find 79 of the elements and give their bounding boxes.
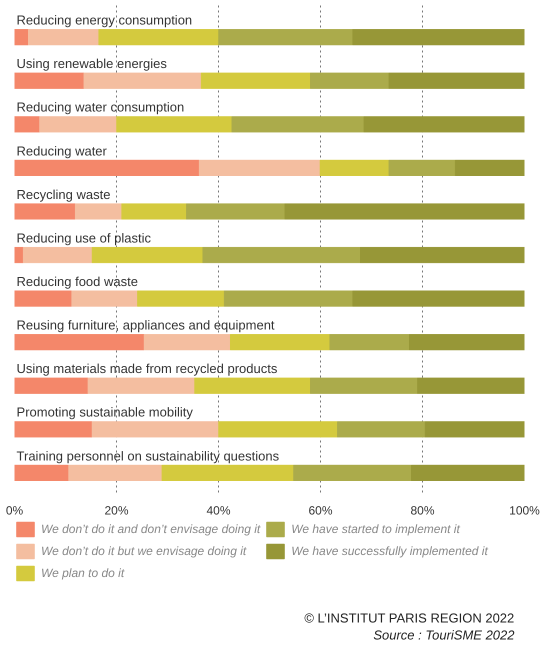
y-tick-label: Reducing water — [16, 143, 108, 158]
y-tick-label: Using materials made from recycled products — [16, 361, 278, 376]
bar — [14, 290, 72, 307]
bar — [408, 334, 524, 350]
bar — [224, 290, 353, 307]
bar — [388, 72, 524, 89]
legend-label: We plan to do it — [41, 565, 124, 582]
y-tick-label: Training personnel on sustainability questions — [16, 448, 280, 464]
bar — [352, 290, 524, 307]
x-tick-label: 80% — [410, 504, 435, 518]
y-tick-label: Reducing water consumption — [16, 100, 184, 115]
x-tick-label: 60% — [308, 504, 333, 518]
bar — [364, 116, 524, 132]
bar — [14, 464, 69, 481]
bar — [84, 72, 202, 89]
bar — [310, 72, 390, 89]
y-tick-label: Reusing furniture, appliances and equipment — [16, 318, 275, 333]
legend-label: We don’t do it but we envisage doing it — [41, 543, 246, 560]
x-tick-label: 40% — [206, 504, 231, 518]
bar — [28, 29, 99, 46]
bar — [411, 464, 524, 481]
y-tick-label: Reducing energy consumption — [16, 12, 192, 28]
source-note: Source : TouriSME 2022 — [373, 628, 516, 642]
bar — [14, 203, 76, 220]
bar — [14, 378, 88, 394]
y-tick-label: Reducing food waste — [16, 274, 138, 290]
bar — [92, 421, 219, 438]
bar — [230, 334, 330, 350]
bar — [388, 160, 456, 176]
bar — [232, 116, 364, 132]
bar — [454, 160, 524, 176]
bar — [39, 116, 117, 132]
bar — [137, 290, 224, 307]
bar — [98, 29, 219, 46]
x-tick-label: 0% — [6, 504, 24, 518]
bar — [74, 203, 122, 220]
bar — [198, 160, 320, 176]
bar — [284, 203, 524, 220]
legend-label: We don’t do it and don’t envisage doing it — [41, 521, 260, 538]
x-tick-label: 20% — [104, 504, 129, 518]
y-tick-label: Promoting sustainable mobility — [16, 404, 194, 420]
bar — [14, 72, 84, 89]
bar — [218, 421, 338, 438]
bar — [360, 246, 524, 264]
bar — [417, 378, 524, 394]
bar — [14, 334, 144, 350]
bar — [14, 246, 24, 264]
bar — [14, 421, 92, 438]
bar — [194, 378, 311, 394]
x-tick-label: 100% — [509, 504, 540, 518]
bar — [352, 29, 524, 46]
bar — [116, 116, 232, 132]
bar — [200, 72, 311, 89]
bar — [22, 246, 92, 264]
bar — [14, 160, 200, 176]
bar — [144, 334, 230, 350]
bar — [14, 29, 29, 46]
bar — [14, 116, 40, 132]
y-tick-label: Recycling waste — [16, 186, 110, 202]
legend-label: We have successfully implemented it — [291, 543, 488, 560]
y-tick-label: Reducing use of plastic — [16, 230, 152, 246]
bar — [92, 246, 203, 264]
bar — [202, 246, 361, 264]
bar — [337, 421, 426, 438]
bar — [293, 464, 412, 481]
bar — [186, 203, 286, 220]
bar — [162, 464, 294, 481]
bar — [121, 203, 187, 220]
bar — [424, 421, 524, 438]
bar — [71, 290, 138, 307]
bar — [218, 29, 353, 46]
bar — [68, 464, 162, 481]
bar — [320, 160, 390, 176]
y-tick-label: Using renewable energies — [16, 56, 168, 72]
bar — [329, 334, 410, 350]
legend-label: We have started to implement it — [291, 521, 460, 538]
text: © L’INSTITUT PARIS REGION 2022 — [304, 610, 514, 626]
bar — [88, 378, 195, 394]
bar — [310, 378, 418, 394]
